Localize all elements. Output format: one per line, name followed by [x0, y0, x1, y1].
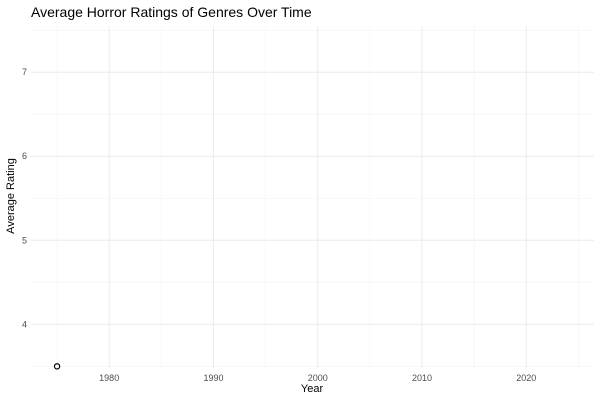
x-tick-label: 1990: [203, 373, 223, 383]
y-axis-title: Average Rating: [5, 158, 17, 234]
x-axis-title: Year: [301, 383, 324, 395]
y-tick-label: 4: [22, 319, 27, 329]
y-tick-label: 7: [22, 67, 27, 77]
chart-title: Average Horror Ratings of Genres Over Ti…: [31, 4, 312, 20]
x-tick-label: 1980: [99, 373, 119, 383]
y-tick-label: 5: [22, 235, 27, 245]
x-tick-label: 2010: [412, 373, 432, 383]
x-tick-label: 2000: [308, 373, 328, 383]
gridlines: [31, 26, 594, 368]
y-tick-label: 6: [22, 151, 27, 161]
data-point: [53, 363, 61, 370]
tick-labels: 1980 1990 2000 2010 2020 4 5 6 7: [22, 67, 536, 383]
x-tick-label: 2020: [516, 373, 536, 383]
data-points: [53, 363, 61, 370]
